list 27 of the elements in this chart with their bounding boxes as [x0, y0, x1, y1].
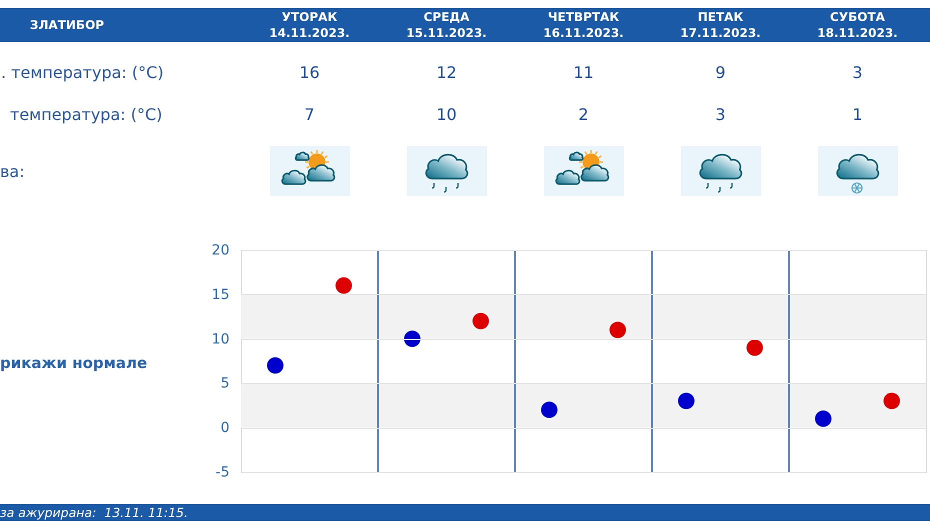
data-label: 10 — [435, 105, 458, 125]
text: рикажи нормале — [0, 353, 148, 373]
text: СУБОТА 18.11.2023. — [816, 9, 899, 41]
data-label: 12 — [435, 63, 458, 83]
text: УТОРАК 14.11.2023. — [268, 9, 351, 41]
text: ва: — [0, 162, 25, 182]
text: ЗЛАТИБОР — [28, 17, 106, 34]
data-label: 16 — [298, 63, 321, 83]
y-tick-label: 20 — [212, 242, 230, 258]
text: за ажурирана: 13.11. 11:15. — [0, 504, 188, 521]
data-label: 9 — [714, 63, 727, 83]
data-label: 3 — [851, 63, 864, 83]
data-label: 7 — [303, 105, 316, 125]
text: ПЕТАК 17.11.2023. — [679, 9, 762, 41]
text: . температура: (°C) — [1, 63, 164, 83]
text: СРЕДА 15.11.2023. — [405, 9, 488, 41]
data-label: 1 — [851, 105, 864, 125]
data-label: 3 — [714, 105, 727, 125]
y-tick-label: 5 — [220, 376, 230, 392]
y-tick-label: 15 — [212, 286, 230, 303]
y-tick-label: 0 — [220, 420, 230, 436]
y-tick-label: 10 — [212, 331, 230, 348]
y-tick-label: -5 — [216, 464, 230, 480]
data-label: 2 — [577, 105, 590, 125]
data-label: 11 — [572, 63, 595, 83]
text: ЧЕТВРТАК 16.11.2023. — [542, 9, 625, 41]
text: температура: (°C) — [10, 105, 162, 125]
